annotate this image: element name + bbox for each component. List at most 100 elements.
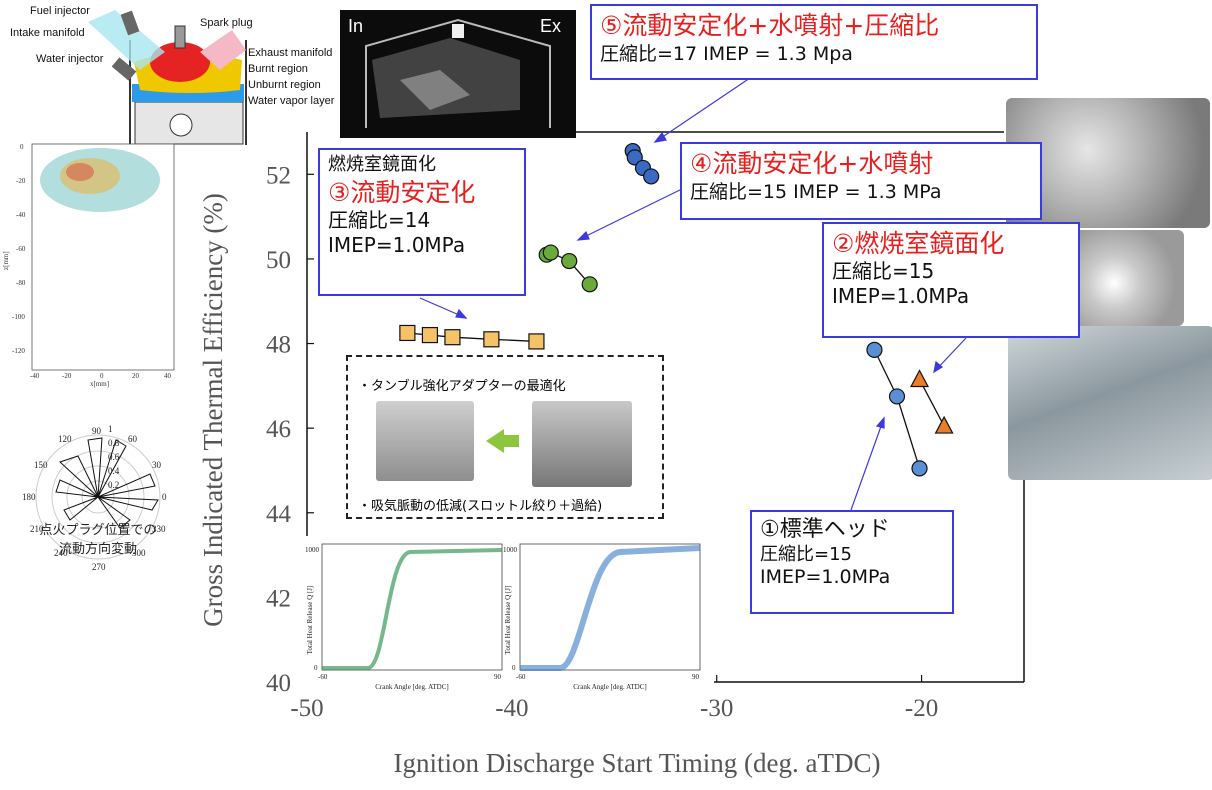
annotation-box-5: ⑤流動安定化+水噴射+圧縮比 圧縮比=17 IMEP = 1.3 Mpa bbox=[590, 4, 1038, 80]
flow-xtick-4: 40 bbox=[164, 372, 172, 380]
x-tick-label: -20 bbox=[905, 695, 938, 722]
arrowhead-box1 bbox=[875, 416, 885, 429]
polar-angle-210: 210 bbox=[30, 524, 44, 534]
hr-ytick-0-right: 0 bbox=[512, 664, 516, 672]
polar-radius-1: 1 bbox=[108, 424, 113, 434]
data-point-2-3 bbox=[483, 331, 500, 348]
hr-xtick-m60-right: -60 bbox=[516, 673, 526, 681]
inset-box: ・タンブル強化アダプターの最適化 ・吸気脈動の低減(スロットル絞り＋過給) bbox=[346, 355, 664, 519]
flow-xtick-0: -40 bbox=[30, 372, 40, 380]
camera-label-in: In bbox=[348, 16, 363, 36]
series-line-1 bbox=[918, 379, 945, 427]
annotation-box-4: ④流動安定化+水噴射 圧縮比=15 IMEP = 1.3 MPa bbox=[680, 142, 1042, 220]
box2-line2: IMEP=1.0MPa bbox=[832, 284, 970, 309]
camera-view: In Ex bbox=[340, 10, 576, 138]
engine-diagram: Fuel injector Spark plug Intake manifold… bbox=[10, 5, 335, 145]
heat-release-plots: 1000 0 1000 0 -60 90 -60 90 Crank Angle … bbox=[300, 536, 714, 691]
x-tick-label: -30 bbox=[700, 695, 733, 722]
flow-ytick-2: -40 bbox=[16, 211, 26, 219]
arrowhead-box4 bbox=[576, 230, 590, 241]
polar-radius-04: 0.4 bbox=[108, 466, 120, 476]
hr-ylabel-right: Total Heat Release Q [J] bbox=[504, 586, 512, 655]
piston-photo bbox=[1008, 326, 1212, 480]
label-burnt-region: Burnt region bbox=[248, 63, 308, 75]
adapter-photo-right bbox=[532, 401, 632, 487]
x-tick-label: -40 bbox=[495, 695, 528, 722]
polar-angle-0: 0 bbox=[162, 492, 167, 502]
arrowhead-box2 bbox=[933, 360, 944, 374]
spark-plug-marker bbox=[452, 24, 464, 38]
heat-release-curves-left bbox=[322, 548, 503, 670]
box4-line1: 圧縮比=15 IMEP = 1.3 MPa bbox=[690, 181, 942, 204]
y-tick-label: 46 bbox=[266, 416, 291, 443]
x-axis-label: Ignition Discharge Start Timing (deg. aT… bbox=[394, 748, 881, 778]
box1-title: ①標準ヘッド bbox=[760, 517, 890, 542]
label-exhaust-manifold: Exhaust manifold bbox=[248, 47, 332, 59]
data-point-0-0 bbox=[866, 341, 883, 358]
flame-bright-region bbox=[400, 70, 470, 110]
inset-line-2: ・吸気脈動の低減(スロットル絞り＋過給) bbox=[358, 499, 603, 514]
y-axis-label: Gross Indicated Thermal Efficiency (%) bbox=[198, 193, 228, 627]
y-tick-label: 40 bbox=[266, 670, 291, 697]
y-tick-group: 40 42 44 46 48 50 52 bbox=[266, 162, 314, 697]
box5-line1: 圧縮比=17 IMEP = 1.3 Mpa bbox=[600, 43, 853, 66]
flow-ytick-3: -60 bbox=[16, 245, 26, 253]
inset-line-1: ・タンブル強化アダプターの最適化 bbox=[358, 379, 566, 394]
flow-xtick-1: -20 bbox=[62, 372, 72, 380]
data-point-0-2 bbox=[911, 460, 928, 477]
flow-ytick-1: -20 bbox=[16, 177, 26, 185]
polar-angle-120: 120 bbox=[58, 434, 72, 444]
fuel-injector-icon bbox=[120, 10, 140, 36]
polar-angle-150: 150 bbox=[34, 460, 48, 470]
polar-histogram bbox=[55, 437, 159, 529]
arrow-icon-tail bbox=[503, 435, 519, 447]
exhaust-port bbox=[200, 30, 246, 70]
polar-angle-240: 240 bbox=[54, 548, 68, 558]
polar-ring-4 bbox=[81, 480, 115, 514]
piston-pin bbox=[169, 113, 193, 137]
box3-line1: 圧縮比=14 bbox=[328, 207, 431, 232]
annotation-box-1: ①標準ヘッド 圧縮比=15 IMEP=1.0MPa bbox=[750, 510, 954, 614]
box3-title: ③流動安定化 bbox=[328, 177, 476, 207]
annotation-box-3: 燃焼室鏡面化 ③流動安定化 圧縮比=14 IMEP=1.0MPa bbox=[318, 148, 526, 296]
data-point-2-4 bbox=[528, 333, 545, 350]
box3-pre: 燃焼室鏡面化 bbox=[328, 154, 436, 175]
annotation-box-2: ②燃焼室鏡面化 圧縮比=15 IMEP=1.0MPa bbox=[822, 222, 1080, 338]
heat-release-axes-right bbox=[519, 543, 701, 671]
hr-xtick-90-left: 90 bbox=[494, 673, 502, 681]
x-tick-group: -50 -40 -30 -20 bbox=[290, 675, 938, 722]
combustion-chamber-outline bbox=[365, 18, 551, 128]
polar-caption-2: 流動方向変動 bbox=[59, 541, 137, 557]
data-point-2-1 bbox=[421, 326, 439, 344]
label-water-injector: Water injector bbox=[36, 53, 104, 65]
hr-xlabel-right: Crank Angle [deg. ATDC] bbox=[573, 683, 647, 691]
box1-line1: 圧縮比=15 bbox=[760, 543, 852, 565]
polar-radius-02: 0.2 bbox=[108, 480, 119, 490]
hr-xtick-m60-left: -60 bbox=[318, 673, 328, 681]
label-unburnt-region: Unburnt region bbox=[248, 79, 321, 91]
piston bbox=[134, 101, 244, 145]
arrowhead-box3 bbox=[455, 308, 468, 319]
y-tick-label: 44 bbox=[266, 501, 292, 528]
flow-xtick-3: 20 bbox=[132, 372, 140, 380]
hr-ytick-1000-left: 1000 bbox=[305, 546, 320, 554]
arrow-box1 bbox=[850, 417, 885, 511]
data-point-2-2 bbox=[444, 329, 461, 346]
arrowhead-box5 bbox=[653, 131, 667, 143]
annotation-arrows bbox=[419, 77, 967, 511]
adapter-photo-left bbox=[376, 401, 474, 481]
polar-angle-60: 60 bbox=[128, 434, 138, 444]
label-fuel-injector: Fuel injector bbox=[30, 5, 90, 17]
heat-release-curves-right bbox=[520, 545, 701, 671]
polar-radius-06: 0.6 bbox=[108, 452, 120, 462]
hr-ytick-0-left: 0 bbox=[314, 664, 318, 672]
box2-title: ②燃焼室鏡面化 bbox=[832, 229, 1005, 258]
polar-angle-330: 330 bbox=[152, 524, 166, 534]
series-line-0 bbox=[873, 349, 921, 469]
flow-xtick-2: 0 bbox=[100, 372, 104, 380]
flow-xlabel: x[mm] bbox=[90, 380, 109, 388]
heat-release-axes-left bbox=[321, 543, 503, 671]
polar-angle-90: 90 bbox=[92, 426, 102, 436]
polar-ring-2 bbox=[51, 450, 145, 544]
